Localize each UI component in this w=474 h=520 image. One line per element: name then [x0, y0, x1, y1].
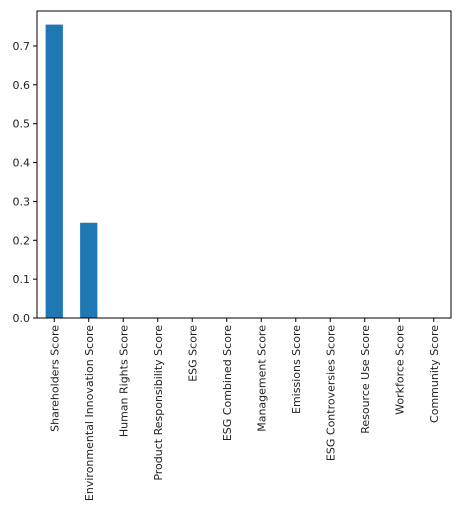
x-tick-label: Community Score: [428, 325, 441, 423]
x-tick-label: Shareholders Score: [48, 325, 61, 432]
x-tick-label: ESG Controversies Score: [324, 325, 337, 461]
y-tick-label: 0.1: [13, 273, 31, 286]
x-tick-label: Resource Use Score: [359, 325, 372, 434]
y-tick-label: 0.4: [13, 157, 31, 170]
bars: [45, 24, 98, 319]
x-tick-label: Management Score: [255, 325, 268, 432]
y-tick-label: 0.5: [13, 118, 31, 131]
x-tick-label: Environmental Innovation Score: [83, 325, 96, 501]
bar: [80, 222, 98, 318]
x-tick-label: Workforce Score: [393, 325, 406, 415]
y-tick-label: 0.3: [13, 195, 31, 208]
bar: [45, 24, 63, 319]
x-tick-label: Emissions Score: [290, 325, 303, 414]
y-axis: 0.0 0.1 0.2 0.3 0.4 0.5 0.6 0.7: [13, 40, 37, 325]
x-tick-label: Human Rights Score: [117, 325, 130, 437]
x-tick-label: ESG Score: [186, 325, 199, 382]
y-tick-label: 0.0: [13, 312, 31, 325]
plot-frame: [36, 10, 452, 319]
y-tick-label: 0.7: [13, 40, 31, 53]
x-axis: Shareholders Score Environmental Innovati…: [48, 318, 441, 501]
y-tick-label: 0.2: [13, 234, 31, 247]
x-tick-label: ESG Combined Score: [221, 325, 234, 441]
y-tick-label: 0.6: [13, 79, 31, 92]
x-tick-label: Product Responsibility Score: [152, 325, 165, 481]
